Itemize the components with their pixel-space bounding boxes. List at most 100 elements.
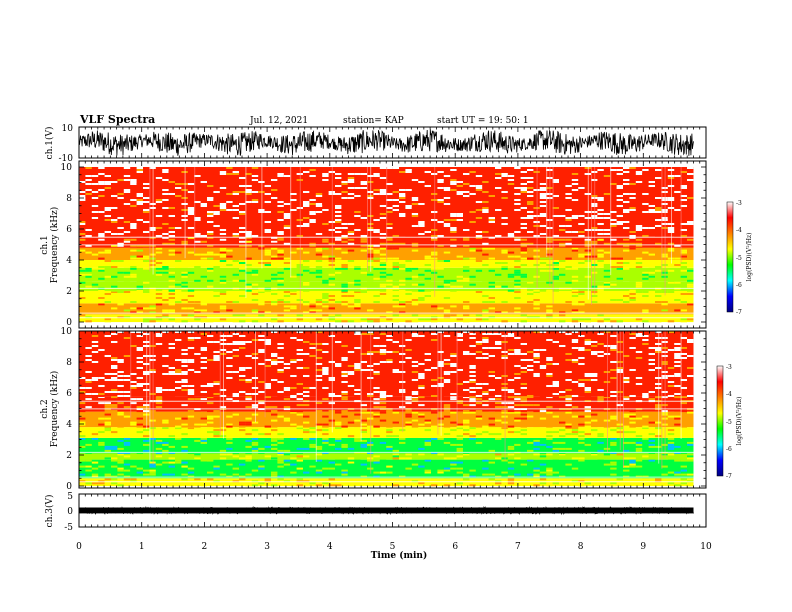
spectrogram-cell — [360, 411, 367, 414]
spectrogram-cell — [411, 179, 419, 181]
spectrogram-cell — [443, 363, 451, 365]
spectrogram-cell — [98, 398, 105, 401]
spectrogram-cell — [565, 463, 572, 466]
spectrogram-cell — [98, 303, 105, 306]
spectrogram-cell — [168, 229, 175, 231]
spectrogram-cell — [143, 473, 150, 476]
spectrogram-cell — [168, 353, 175, 355]
spectrogram-cell — [309, 431, 316, 434]
spectrogram-cell — [283, 459, 291, 462]
spectrogram-cell — [411, 419, 419, 422]
spectrogram-cell — [322, 367, 329, 369]
spectrogram-cell — [149, 231, 156, 233]
spectrogram-cell — [527, 287, 534, 290]
spectrogram-cell — [207, 367, 214, 369]
spectrogram-cell — [104, 266, 111, 268]
spectrogram-cell — [239, 461, 246, 464]
spectrogram-cell — [136, 249, 143, 252]
spectrogram-cell — [187, 247, 195, 250]
spectrogram-cell — [495, 341, 502, 343]
spectrogram-cell — [283, 219, 291, 221]
spectrogram-cell — [187, 191, 195, 193]
spectrogram-cell — [495, 347, 502, 349]
spectrogram-cell — [386, 183, 393, 185]
spectrogram-cell — [687, 279, 694, 282]
spectrogram-cell — [597, 465, 604, 468]
spectrogram-cell — [245, 396, 252, 399]
spectrogram-cell — [226, 437, 233, 440]
spectrogram-cell — [117, 473, 124, 476]
spectrogram-cell — [200, 240, 207, 243]
spectrogram-cell — [322, 219, 329, 221]
spectrogram-cell — [194, 345, 201, 347]
spectrogram-cell — [373, 240, 380, 243]
spectrogram-cell — [488, 238, 495, 241]
spectrogram-cell — [565, 287, 572, 290]
spectrogram-cell — [443, 311, 451, 314]
spectrogram-cell — [258, 465, 265, 468]
spectrogram-cell — [335, 314, 342, 317]
spectrogram-cell — [379, 471, 387, 474]
spectrogram-cell — [603, 175, 611, 177]
spectrogram-cell — [315, 299, 323, 301]
spectrogram-cell — [367, 318, 374, 321]
spectrogram-cell — [680, 223, 687, 225]
spectrogram-cell — [571, 249, 579, 252]
spectrogram-cell — [207, 173, 214, 175]
spectrogram-streak — [536, 167, 538, 289]
spectrogram-cell — [437, 179, 444, 181]
spectrogram-cell — [399, 457, 406, 460]
spectrogram-cell — [328, 445, 335, 448]
spectrogram-cell — [168, 207, 175, 209]
spectrogram-cell — [130, 467, 137, 470]
spectrogram-cell — [687, 277, 694, 280]
spectrogram-cell — [456, 425, 463, 428]
spectrogram-cell — [309, 355, 316, 357]
spectrogram-cell — [623, 267, 630, 270]
spectrogram-cell — [507, 353, 515, 355]
spectrogram-cell — [98, 167, 105, 169]
spectrogram-cell — [341, 181, 348, 183]
spectrogram-cell — [335, 185, 342, 187]
spectrogram-cell — [616, 205, 623, 207]
spectrogram-cell — [91, 341, 99, 343]
spectrogram-cell — [469, 359, 476, 361]
spectrogram-cell — [520, 417, 527, 420]
spectrogram-cell — [213, 363, 220, 365]
spectrogram-cell — [187, 207, 195, 209]
spectrogram-cell — [251, 227, 259, 229]
spectrogram-cell — [680, 396, 687, 399]
spectrogram-cell — [213, 449, 220, 452]
spectrogram-cell — [347, 183, 355, 185]
spectrogram-cell — [450, 363, 457, 365]
spectrogram-cell — [687, 457, 694, 460]
spectrogram-cell — [187, 471, 195, 474]
spectrogram-cell — [271, 242, 278, 245]
spectrogram-cell — [655, 225, 662, 227]
spectrogram-cell — [616, 267, 623, 270]
spectrogram-cell — [367, 299, 374, 301]
spectrogram-cell — [495, 343, 502, 345]
spectrogram-cell — [149, 181, 156, 183]
spectrogram-cell — [482, 197, 489, 199]
spectrogram-cell — [91, 267, 99, 270]
spectrogram-cell — [591, 413, 598, 416]
spectrogram-cell — [360, 365, 367, 367]
spectrogram-cell — [501, 351, 508, 353]
spectrogram-cell — [424, 353, 431, 355]
spectrogram-cell — [219, 242, 227, 245]
spectrogram-cell — [251, 473, 259, 476]
spectrogram-cell — [635, 301, 643, 303]
spectrogram-cell — [226, 193, 233, 195]
spectrogram-cell — [539, 205, 547, 207]
spectrogram-cell — [91, 173, 99, 175]
spectrogram-cell — [85, 249, 92, 252]
spectrogram-cell — [475, 275, 483, 278]
spectrogram-cell — [373, 398, 380, 401]
spectrogram-cell — [507, 349, 515, 351]
spectrogram-cell — [98, 273, 105, 276]
spectrogram-cell — [79, 311, 86, 314]
spectrogram-cell — [347, 435, 355, 438]
spectrogram-cell — [629, 445, 636, 448]
spectrogram-cell — [405, 349, 412, 351]
